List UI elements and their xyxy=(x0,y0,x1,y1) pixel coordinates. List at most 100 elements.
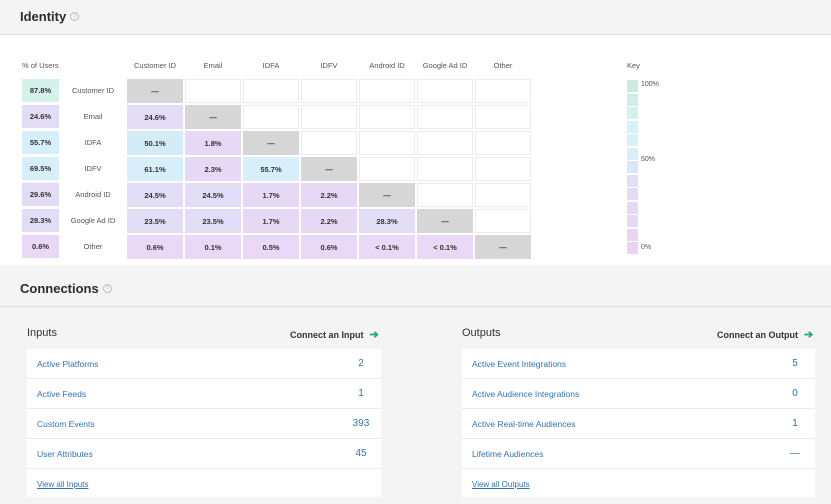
connect-output-link[interactable]: Connect an Output ➔ xyxy=(717,328,813,341)
pct-cell: 55.7% xyxy=(22,131,59,154)
pct-of-users-header: % of Users xyxy=(22,61,59,70)
pct-cell: 28.3% xyxy=(22,209,59,232)
stat-label[interactable]: Active Event Integrations xyxy=(472,358,567,369)
key-swatch xyxy=(627,134,638,146)
key-swatch xyxy=(627,242,638,254)
help-icon[interactable]: ? xyxy=(102,284,112,293)
row-label: IDFA xyxy=(84,138,102,147)
help-icon[interactable]: ? xyxy=(70,12,80,21)
column-header: Customer ID xyxy=(133,61,177,70)
matrix-cell xyxy=(417,183,473,207)
key-swatch xyxy=(627,161,638,173)
stat-label[interactable]: Active Audience Integrations xyxy=(472,388,580,399)
key-swatch xyxy=(627,120,638,133)
row-label: Email xyxy=(83,112,103,121)
stat-row[interactable]: Lifetime Audiences — xyxy=(462,439,815,469)
arrow-right-icon: ➔ xyxy=(369,329,379,341)
stat-value[interactable]: 1 xyxy=(358,388,364,399)
connect-input-link[interactable]: Connect an Input ➔ xyxy=(290,328,379,341)
stat-row[interactable]: Active Real-time Audiences 1 xyxy=(462,409,815,439)
stat-row[interactable]: Active Audience Integrations 0 xyxy=(462,379,815,409)
stat-row[interactable]: Active Event Integrations 5 xyxy=(462,349,815,379)
inputs-card: Active Platforms 2 Active Feeds 1 Custom Eve… xyxy=(27,349,381,497)
key-title: Key xyxy=(627,61,640,70)
column-header: Google Ad ID xyxy=(422,61,468,70)
matrix-cell xyxy=(359,105,415,129)
identity-title-text: Identity xyxy=(20,9,67,24)
connect-input-label: Connect an Input xyxy=(290,329,364,340)
connections-title: Connections ? xyxy=(20,281,112,296)
matrix-cell: < 0.1% xyxy=(417,235,473,259)
matrix-cell: 0.6% xyxy=(127,235,183,259)
matrix-cell: 0.1% xyxy=(185,235,241,259)
connections-divider xyxy=(0,306,831,307)
stat-value[interactable]: 1 xyxy=(792,418,798,429)
stat-value[interactable]: 2 xyxy=(358,358,364,369)
stat-label[interactable]: Lifetime Audiences xyxy=(472,448,544,459)
key-swatch xyxy=(627,147,638,160)
matrix-cell: — xyxy=(243,131,299,155)
identity-title: Identity ? xyxy=(20,9,80,24)
row-label: Customer ID xyxy=(71,86,115,95)
matrix-cell xyxy=(359,79,415,103)
stat-row[interactable]: Custom Events 393 xyxy=(27,409,381,439)
key-swatch xyxy=(627,215,638,227)
key-swatch xyxy=(627,80,638,92)
view-all-outputs-link[interactable]: View all Outputs xyxy=(472,480,530,489)
matrix-cell: 1.8% xyxy=(185,131,241,155)
key-swatch xyxy=(627,201,638,214)
pct-cell: 29.6% xyxy=(22,183,59,206)
matrix-cell: — xyxy=(301,157,357,181)
pct-cell: 69.5% xyxy=(22,157,59,180)
matrix-cell: 0.5% xyxy=(243,235,299,259)
stat-label[interactable]: User Attributes xyxy=(37,448,93,459)
stat-row[interactable]: Active Platforms 2 xyxy=(27,349,381,379)
matrix-cell xyxy=(301,79,357,103)
column-header: IDFA xyxy=(262,61,280,70)
key-swatch xyxy=(627,228,638,241)
matrix-cell: 24.6% xyxy=(127,105,183,129)
view-all-inputs-link[interactable]: View all Inputs xyxy=(37,480,89,489)
stat-label[interactable]: Custom Events xyxy=(37,418,95,429)
matrix-cell xyxy=(417,79,473,103)
stat-value[interactable]: — xyxy=(790,448,800,459)
matrix-cell xyxy=(417,157,473,181)
stat-value[interactable]: 0 xyxy=(792,388,798,399)
matrix-cell: 2.2% xyxy=(301,209,357,233)
matrix-cell xyxy=(475,79,531,103)
matrix-cell: 2.2% xyxy=(301,183,357,207)
matrix-cell: — xyxy=(475,235,531,259)
matrix-cell: 24.5% xyxy=(185,183,241,207)
stat-row[interactable]: User Attributes 45 xyxy=(27,439,381,469)
inputs-title: Inputs xyxy=(27,327,57,339)
key-label-low: 0% xyxy=(641,244,652,251)
stat-label[interactable]: Active Feeds xyxy=(37,388,87,399)
key-swatch xyxy=(627,93,638,106)
matrix-cell xyxy=(475,157,531,181)
key-swatch xyxy=(627,107,638,119)
outputs-title: Outputs xyxy=(462,327,501,339)
stat-row[interactable]: Active Feeds 1 xyxy=(27,379,381,409)
key-label-high: 100% xyxy=(641,81,659,88)
stat-value[interactable]: 393 xyxy=(352,418,370,429)
matrix-cell: < 0.1% xyxy=(359,235,415,259)
pct-cell: 0.6% xyxy=(22,235,59,258)
stat-label[interactable]: Active Real-time Audiences xyxy=(472,418,576,429)
column-header: IDFV xyxy=(320,61,338,70)
row-label: Google Ad ID xyxy=(70,216,116,225)
matrix-cell: 55.7% xyxy=(243,157,299,181)
matrix-cell: 23.5% xyxy=(127,209,183,233)
matrix-cell: 0.6% xyxy=(301,235,357,259)
matrix-cell: 28.3% xyxy=(359,209,415,233)
matrix-cell xyxy=(243,79,299,103)
stat-value[interactable]: 45 xyxy=(355,448,367,459)
stat-label[interactable]: Active Platforms xyxy=(37,358,99,369)
matrix-cell xyxy=(475,131,531,155)
row-label: Android ID xyxy=(75,190,111,199)
identity-divider xyxy=(0,34,831,35)
key-swatch xyxy=(627,174,638,187)
matrix-cell xyxy=(301,105,357,129)
pct-cell: 87.8% xyxy=(22,79,59,102)
stat-value[interactable]: 5 xyxy=(792,358,798,369)
matrix-cell: 50.1% xyxy=(127,131,183,155)
